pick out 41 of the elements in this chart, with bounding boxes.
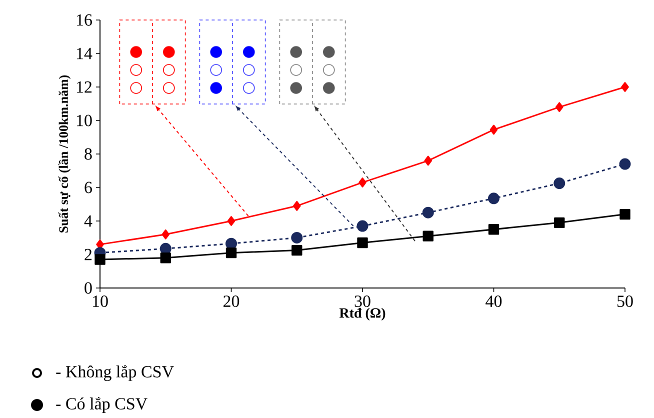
point xyxy=(621,82,629,92)
point xyxy=(162,229,170,240)
x-tick-label: 20 xyxy=(224,296,240,307)
point xyxy=(422,230,434,242)
x-tick-label: 30 xyxy=(354,296,370,307)
point xyxy=(554,217,565,228)
point xyxy=(227,216,236,226)
point xyxy=(554,178,566,190)
point xyxy=(292,200,301,211)
point xyxy=(358,178,366,188)
point xyxy=(555,102,564,112)
point xyxy=(356,220,368,232)
x-tick-label: 40 xyxy=(486,296,502,307)
x-tick-label: 10 xyxy=(93,296,108,307)
point xyxy=(619,158,631,170)
y-tick-label: 2 xyxy=(84,248,92,260)
y-tick-label: 6 xyxy=(84,182,92,194)
y-tick-label: 16 xyxy=(76,14,92,26)
point xyxy=(488,192,500,204)
text: - Không lắp CSV xyxy=(56,364,174,381)
point xyxy=(488,224,500,235)
point xyxy=(490,124,498,135)
point xyxy=(160,252,171,264)
point xyxy=(422,206,434,218)
y-tick-label: 4 xyxy=(84,215,92,227)
y-tick-label: 14 xyxy=(76,48,92,60)
point xyxy=(424,156,432,166)
point xyxy=(94,254,106,265)
point xyxy=(291,232,303,244)
point xyxy=(292,244,302,256)
y-tick-label: 8 xyxy=(84,148,92,160)
x-axis-title: Rtđ (Ω) xyxy=(339,308,386,321)
text: - Có lắp CSV xyxy=(56,397,148,413)
y-tick-label: 12 xyxy=(76,81,92,93)
y-tick-label: 10 xyxy=(76,114,92,126)
point xyxy=(357,237,368,248)
x-tick-label: 50 xyxy=(617,296,633,307)
point xyxy=(226,247,237,258)
y-tick-label: 0 xyxy=(84,282,92,294)
y-axis-title: Suất sự cố (lần /100km.năm) xyxy=(58,75,71,233)
point xyxy=(620,208,630,220)
